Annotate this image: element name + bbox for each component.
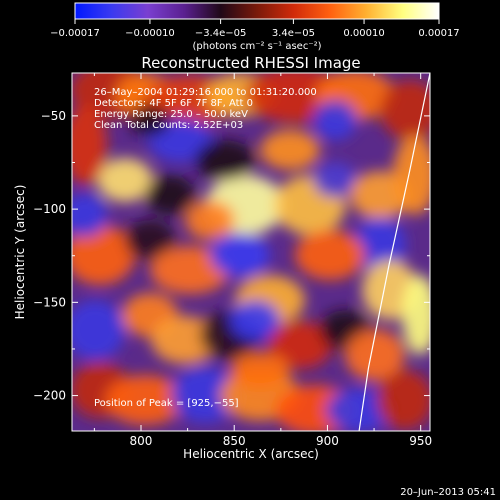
heatmap-image	[72, 73, 430, 431]
colorbar-unit-label: (photons cm⁻² s⁻¹ asec⁻²)	[192, 41, 321, 52]
plot-frame	[71, 72, 431, 432]
x-axis-label: Heliocentric X (arcsec)	[183, 447, 319, 461]
x-axis: 800 850 900 950	[93, 73, 432, 448]
info-line: Energy Range: 25.0 – 50.0 keV	[94, 109, 248, 120]
y-tick-label: −200	[33, 389, 66, 403]
y-axis: −50 −100 −150 −200	[33, 109, 430, 403]
info-line: 26–May–2004 01:29:16.000 to 01:31:20.000	[94, 87, 317, 98]
x-tick-label: 950	[409, 434, 432, 448]
y-tick-label: −100	[33, 202, 66, 216]
chart-title: Reconstructed RHESSI Image	[141, 54, 360, 72]
colorbar-tick-label: −0.00017	[50, 28, 100, 39]
y-tick-label: −150	[33, 295, 66, 309]
peak-position-label: Position of Peak = [925,−55]	[94, 398, 239, 409]
solar-limb-curve	[358, 73, 430, 431]
colorbar-tick-label: −3.4e−05	[195, 28, 247, 39]
x-tick-label: 850	[223, 434, 246, 448]
observation-info: 26–May–2004 01:29:16.000 to 01:31:20.000…	[94, 87, 317, 131]
x-tick-label: 800	[130, 434, 153, 448]
info-line: Detectors: 4F 5F 6F 7F 8F, Att 0	[94, 98, 253, 109]
colorbar-tick-label: 0.00017	[418, 28, 459, 39]
y-tick-label: −50	[41, 109, 66, 123]
info-line: Clean Total Counts: 2.52E+03	[94, 120, 243, 131]
colorbar-tick-label: 0.00010	[343, 28, 384, 39]
colorbar	[74, 2, 440, 20]
y-axis-label: Heliocentric Y (arcsec)	[13, 185, 27, 320]
colorbar-tick-label: 3.4e−05	[272, 28, 315, 39]
colorbar-ticks: −0.00017 −0.00010 −3.4e−05 3.4e−05 0.00010 0.…	[50, 19, 460, 39]
footer-date: 20–Jun–2013 05:41	[400, 487, 496, 498]
x-tick-label: 900	[316, 434, 339, 448]
colorbar-tick-label: −0.00010	[125, 28, 175, 39]
